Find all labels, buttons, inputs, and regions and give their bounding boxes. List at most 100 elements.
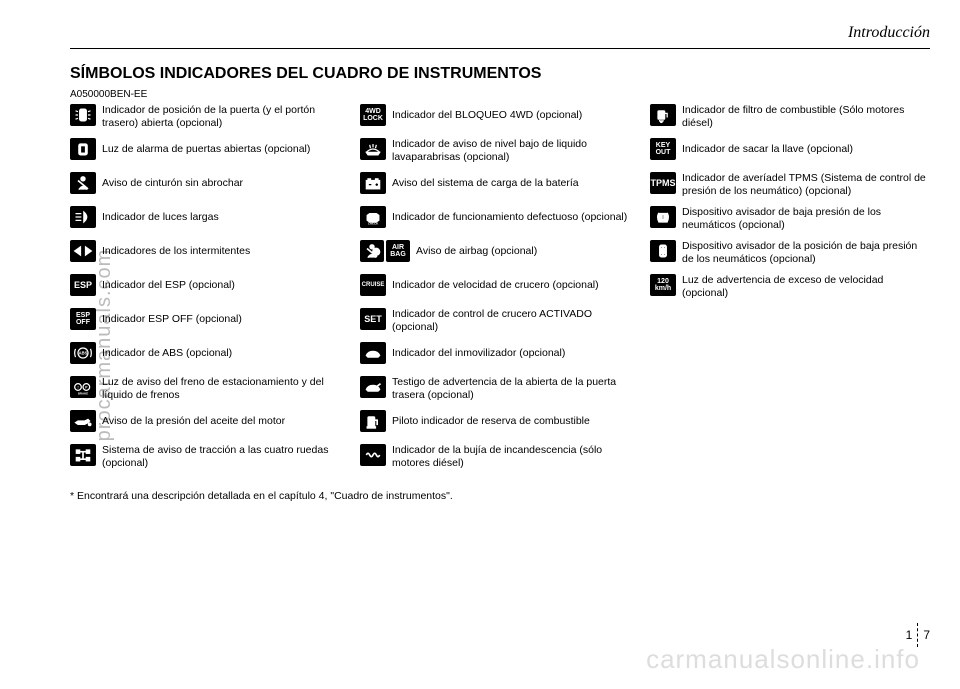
page-content: Introducción SÍMBOLOS INDICADORES DEL CU… <box>70 30 930 649</box>
symbol-row: ! P BRAKE Luz de aviso del freno de estacio… <box>70 376 350 404</box>
symbol-description: Indicador de funcionamiento defectuoso (… <box>392 206 640 228</box>
symbol-description: Luz de alarma de puertas abiertas (opcio… <box>102 138 350 160</box>
airbag-text-icon: AIRBAG <box>386 240 410 262</box>
svg-text:P: P <box>85 386 88 390</box>
page-num-page: 7 <box>923 628 930 642</box>
fuel-icon <box>360 410 386 432</box>
turn-icon <box>70 240 96 262</box>
text-icon: 4WDLOCK <box>360 104 386 126</box>
symbol-columns: Indicador de posición de la puerta (y el… <box>70 104 930 478</box>
symbol-row: Sistema de aviso de tracción a las cuatr… <box>70 444 350 472</box>
symbol-description: Indicador de ABS (opcional) <box>102 342 350 364</box>
footnote: * Encontrará una descripción detallada e… <box>70 490 930 502</box>
4wd-sys-icon <box>70 444 96 466</box>
symbol-description: Sistema de aviso de tracción a las cuatr… <box>102 444 350 469</box>
engine-icon: CHECK <box>360 206 386 228</box>
symbol-description: Aviso de airbag (opcional) <box>416 240 640 262</box>
main-title: SÍMBOLOS INDICADORES DEL CUADRO DE INSTR… <box>70 65 930 83</box>
symbol-description: Indicador ESP OFF (opcional) <box>102 308 350 330</box>
symbol-row: 4WDLOCK Indicador del BLOQUEO 4WD (opcion… <box>360 104 640 132</box>
symbol-description: Indicador de aviso de nivel bajo de liqu… <box>392 138 640 163</box>
door-pos-icon <box>70 104 96 126</box>
airbag-person-icon <box>360 240 384 262</box>
symbol-description: Indicador del BLOQUEO 4WD (opcional) <box>392 104 640 126</box>
text-icon: KEYOUT <box>650 138 676 160</box>
symbol-description: Luz de aviso del freno de estacionamient… <box>102 376 350 401</box>
text-icon: 120km/h <box>650 274 676 296</box>
symbol-row: AIRBAG Aviso de airbag (opcional) <box>360 240 640 268</box>
text-icon: TPMS <box>650 172 676 194</box>
symbol-description: Aviso de la presión del aceite del motor <box>102 410 350 432</box>
door-alarm-icon <box>70 138 96 160</box>
section-title: Introducción <box>848 24 930 42</box>
symbol-description: Indicador de posición de la puerta (y el… <box>102 104 350 129</box>
washer-icon <box>360 138 386 160</box>
symbol-row: Indicador de luces largas <box>70 206 350 234</box>
column-2: 4WDLOCK Indicador del BLOQUEO 4WD (opcion… <box>360 104 640 478</box>
brake-icon: ! P BRAKE <box>70 376 96 398</box>
symbol-description: Luz de advertencia de exceso de velocida… <box>682 274 930 299</box>
text-icon: CRUISE <box>360 274 386 296</box>
symbol-row: TPMS Indicador de averíadel TPMS (Sistema… <box>650 172 930 200</box>
text-icon: ESPOFF <box>70 308 96 330</box>
page-number: 1 7 <box>906 623 930 647</box>
svg-text:!: ! <box>77 386 78 390</box>
abs-icon: ABS <box>70 342 96 364</box>
symbol-description: Indicador de la bujía de incandescencia … <box>392 444 640 469</box>
text-icon: SET <box>360 308 386 330</box>
svg-text:BRAKE: BRAKE <box>78 392 88 396</box>
symbol-row: Testigo de advertencia de la abierta de … <box>360 376 640 404</box>
symbol-row: SET Indicador de control de crucero ACTIV… <box>360 308 640 336</box>
symbol-description: Indicador de luces largas <box>102 206 350 228</box>
symbol-description: Indicador de velocidad de crucero (opcio… <box>392 274 640 296</box>
symbol-description: Indicadores de los intermitentes <box>102 240 350 262</box>
symbol-row: CRUISE Indicador de velocidad de crucero … <box>360 274 640 302</box>
symbol-description: Dispositivo avisador de la posición de b… <box>682 240 930 265</box>
page-num-chapter: 1 <box>906 628 913 642</box>
symbol-description: Piloto indicador de reserva de combustib… <box>392 410 640 432</box>
symbol-row: KEYOUT Indicador de sacar la llave (opcio… <box>650 138 930 166</box>
symbol-row: Indicador de aviso de nivel bajo de liqu… <box>360 138 640 166</box>
symbol-row: Aviso del sistema de carga de la batería <box>360 172 640 200</box>
symbol-description: Aviso del sistema de carga de la batería <box>392 172 640 194</box>
symbol-description: Indicador de sacar la llave (opcional) <box>682 138 930 160</box>
symbol-description: Indicador de filtro de combustible (Sólo… <box>682 104 930 129</box>
tire-icon <box>650 206 676 228</box>
immob-icon <box>360 342 386 364</box>
symbol-row: Indicador de filtro de combustible (Sólo… <box>650 104 930 132</box>
symbol-row: Indicador de posición de la puerta (y el… <box>70 104 350 132</box>
symbol-row: Indicador del inmovilizador (opcional) <box>360 342 640 370</box>
symbol-description: Indicador del ESP (opcional) <box>102 274 350 296</box>
column-1: Indicador de posición de la puerta (y el… <box>70 104 350 478</box>
svg-text:ABS: ABS <box>79 351 88 356</box>
symbol-description: Indicador del inmovilizador (opcional) <box>392 342 640 364</box>
oil-icon <box>70 410 96 432</box>
symbol-row: Dispositivo avisador de baja presión de … <box>650 206 930 234</box>
seatbelt-icon <box>70 172 96 194</box>
battery-icon <box>360 172 386 194</box>
svg-text:CHECK: CHECK <box>368 222 379 226</box>
tirepos-icon <box>650 240 676 262</box>
symbol-row: Aviso de la presión del aceite del motor <box>70 410 350 438</box>
header-rule <box>70 48 930 49</box>
symbol-row: Dispositivo avisador de la posición de b… <box>650 240 930 268</box>
symbol-row: ESPOFF Indicador ESP OFF (opcional) <box>70 308 350 336</box>
symbol-row: ESP Indicador del ESP (opcional) <box>70 274 350 302</box>
symbol-row: ABS Indicador de ABS (opcional) <box>70 342 350 370</box>
symbol-row: Luz de alarma de puertas abiertas (opcio… <box>70 138 350 166</box>
symbol-row: CHECK Indicador de funcionamiento defectu… <box>360 206 640 234</box>
doc-code: A050000BEN-EE <box>70 89 930 100</box>
symbol-row: 120km/h Luz de advertencia de exceso de v… <box>650 274 930 302</box>
symbol-description: Aviso de cinturón sin abrochar <box>102 172 350 194</box>
highbeam-icon <box>70 206 96 228</box>
symbol-description: Indicador de control de crucero ACTIVADO… <box>392 308 640 333</box>
fuelfilter-icon <box>650 104 676 126</box>
symbol-description: Dispositivo avisador de baja presión de … <box>682 206 930 231</box>
symbol-row: Piloto indicador de reserva de combustib… <box>360 410 640 438</box>
symbol-row: Indicadores de los intermitentes <box>70 240 350 268</box>
symbol-description: Indicador de averíadel TPMS (Sistema de … <box>682 172 930 197</box>
column-3: Indicador de filtro de combustible (Sólo… <box>650 104 930 478</box>
text-icon: ESP <box>70 274 96 296</box>
tailgate-icon <box>360 376 386 398</box>
symbol-row: Indicador de la bujía de incandescencia … <box>360 444 640 472</box>
